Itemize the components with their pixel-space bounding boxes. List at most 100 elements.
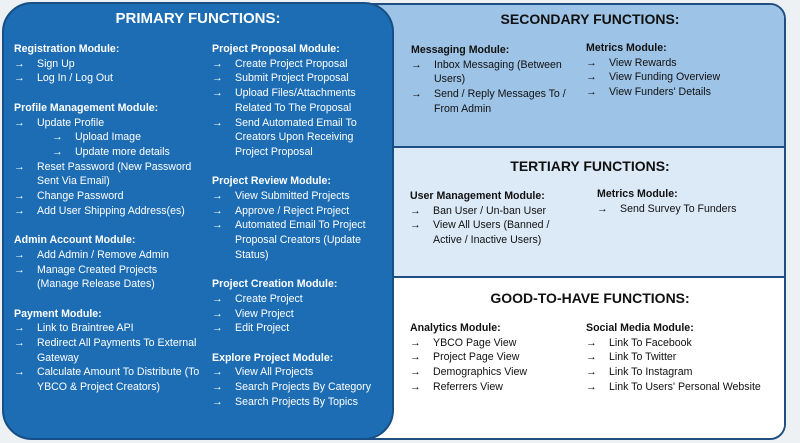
sub-list: Upload ImageUpdate more details: [52, 130, 200, 159]
right-panel: SECONDARY FUNCTIONS: Messaging Module: In…: [348, 3, 786, 440]
tertiary-section: TERTIARY FUNCTIONS: User Management Modu…: [350, 148, 784, 278]
item: Ban User / Un-ban User: [410, 204, 575, 219]
module: Project Proposal Module: Create Project P…: [212, 42, 382, 160]
module-title: User Management Module:: [410, 190, 545, 202]
column: Metrics Module: View RewardsView Funding …: [586, 41, 776, 115]
good-to-have-section: GOOD-TO-HAVE FUNCTIONS: Analytics Module…: [350, 278, 784, 438]
module-title: Project Proposal Module:: [212, 43, 340, 55]
item-list: Link To FacebookLink To TwitterLink To I…: [586, 336, 781, 395]
item: Approve / Reject Project: [212, 204, 382, 219]
item: Inbox Messaging (Between Users): [411, 58, 571, 87]
module: Registration Module: Sign UpLog In / Log …: [14, 42, 200, 86]
item: View Rewards: [586, 56, 776, 71]
item: Add User Shipping Address(es): [14, 204, 200, 219]
item: Create Project Proposal: [212, 57, 382, 72]
module: Explore Project Module:View All Projects…: [212, 351, 382, 410]
column: Metrics Module: Send Survey To Funders: [597, 187, 777, 231]
item: Send / Reply Messages To / From Admin: [411, 87, 571, 116]
module-title: Project Creation Module:: [212, 278, 338, 291]
item: YBCO Page View: [410, 336, 580, 351]
module-title: Admin Account Module:: [14, 234, 136, 247]
sub-item: Update more details: [52, 145, 200, 160]
module: Metrics Module: View RewardsView Funding …: [586, 41, 776, 100]
item: Link To Users' Personal Website: [586, 380, 781, 395]
item: Update ProfileUpload ImageUpdate more de…: [14, 116, 200, 160]
item: Redirect All Payments To External Gatewa…: [14, 336, 200, 365]
module: Messaging Module: Inbox Messaging (Betwee…: [411, 43, 571, 117]
item-list: Add Admin / Remove AdminManage Created P…: [14, 248, 200, 292]
item-label: Update Profile: [37, 116, 105, 129]
item-list: Send Survey To Funders: [597, 202, 777, 217]
item: Demographics View: [410, 365, 580, 380]
item: Reset Password (New Password Sent Via Em…: [14, 160, 200, 189]
module: User Management Module: Ban User / Un-ban…: [410, 189, 575, 248]
item: Link To Twitter: [586, 350, 781, 365]
primary-panel: PRIMARY FUNCTIONS: Registration Module: S…: [2, 2, 394, 440]
module: Profile Management Module: Update Profile…: [14, 101, 200, 219]
item: Change Password: [14, 189, 200, 204]
column: Registration Module: Sign UpLog In / Log …: [14, 42, 200, 410]
module-title: Messaging Module:: [411, 44, 510, 56]
item: Send Survey To Funders: [597, 202, 777, 217]
item-list: View All ProjectsSearch Projects By Cate…: [212, 365, 382, 409]
item: View All Projects: [212, 365, 382, 380]
column: Messaging Module: Inbox Messaging (Betwee…: [411, 43, 571, 131]
item: View All Users (Banned / Active / Inacti…: [410, 218, 575, 247]
item-list: Update ProfileUpload ImageUpdate more de…: [14, 116, 200, 219]
secondary-section: SECONDARY FUNCTIONS: Messaging Module: In…: [350, 5, 784, 148]
item: Submit Project Proposal: [212, 71, 382, 86]
item-list: View Submitted ProjectsApprove / Reject …: [212, 189, 382, 263]
module: Project Review Module:View Submitted Pro…: [212, 174, 382, 262]
module-title: Explore Project Module:: [212, 351, 334, 364]
module: Payment Module:Link to Braintree APIRedi…: [14, 307, 200, 395]
module: Metrics Module: Send Survey To Funders: [597, 187, 777, 216]
item-list: View RewardsView Funding OverviewView Fu…: [586, 56, 776, 100]
item: Send Automated Email To Creators Upon Re…: [212, 116, 382, 160]
column: Social Media Module:Link To FacebookLink…: [586, 321, 781, 409]
item: Automated Email To Project Proposal Crea…: [212, 218, 382, 262]
module-title: Payment Module:: [14, 307, 102, 320]
item: Add Admin / Remove Admin: [14, 248, 200, 263]
item-list: Inbox Messaging (Between Users)Send / Re…: [411, 58, 571, 117]
module-title: Social Media Module:: [586, 322, 694, 334]
column: Project Proposal Module: Create Project P…: [212, 42, 382, 424]
item: Referrers View: [410, 380, 580, 395]
section-title: PRIMARY FUNCTIONS:: [115, 10, 281, 27]
item: Upload Files/Attachments Related To The …: [212, 86, 382, 115]
item: View Submitted Projects: [212, 189, 382, 204]
module-title: Registration Module:: [14, 43, 120, 55]
item: Manage Created Projects (Manage Release …: [14, 263, 200, 292]
module-title: Project Review Module:: [212, 175, 331, 188]
item: Create Project: [212, 292, 382, 307]
item: Link To Instagram: [586, 365, 781, 380]
column: User Management Module: Ban User / Un-ban…: [410, 189, 575, 263]
item: View Funders' Details: [586, 85, 776, 100]
item: Search Projects By Category: [212, 380, 382, 395]
module: Admin Account Module:Add Admin / Remove …: [14, 233, 200, 292]
item: Log In / Log Out: [14, 71, 200, 86]
item-list: Create Project ProposalSubmit Project Pr…: [212, 57, 382, 160]
item: Sign Up: [14, 57, 200, 72]
module: Project Creation Module:Create ProjectVi…: [212, 277, 382, 336]
item-list: Ban User / Un-ban UserView All Users (Ba…: [410, 204, 575, 248]
sub-item: Upload Image: [52, 130, 200, 145]
module: Social Media Module:Link To FacebookLink…: [586, 321, 781, 395]
item: Link to Braintree API: [14, 321, 200, 336]
item: View Project: [212, 307, 382, 322]
item: Project Page View: [410, 350, 580, 365]
section-title: GOOD-TO-HAVE FUNCTIONS:: [490, 290, 690, 306]
item: View Funding Overview: [586, 70, 776, 85]
section-title: SECONDARY FUNCTIONS:: [500, 11, 680, 27]
section-title: TERTIARY FUNCTIONS:: [510, 158, 670, 174]
module-title: Analytics Module:: [410, 322, 501, 334]
item: Edit Project: [212, 321, 382, 336]
item-list: Link to Braintree APIRedirect All Paymen…: [14, 321, 200, 395]
module-title: Profile Management Module:: [14, 101, 159, 114]
item: Link To Facebook: [586, 336, 781, 351]
item: Calculate Amount To Distribute (To YBCO …: [14, 365, 200, 394]
item-list: Sign UpLog In / Log Out: [14, 57, 200, 86]
